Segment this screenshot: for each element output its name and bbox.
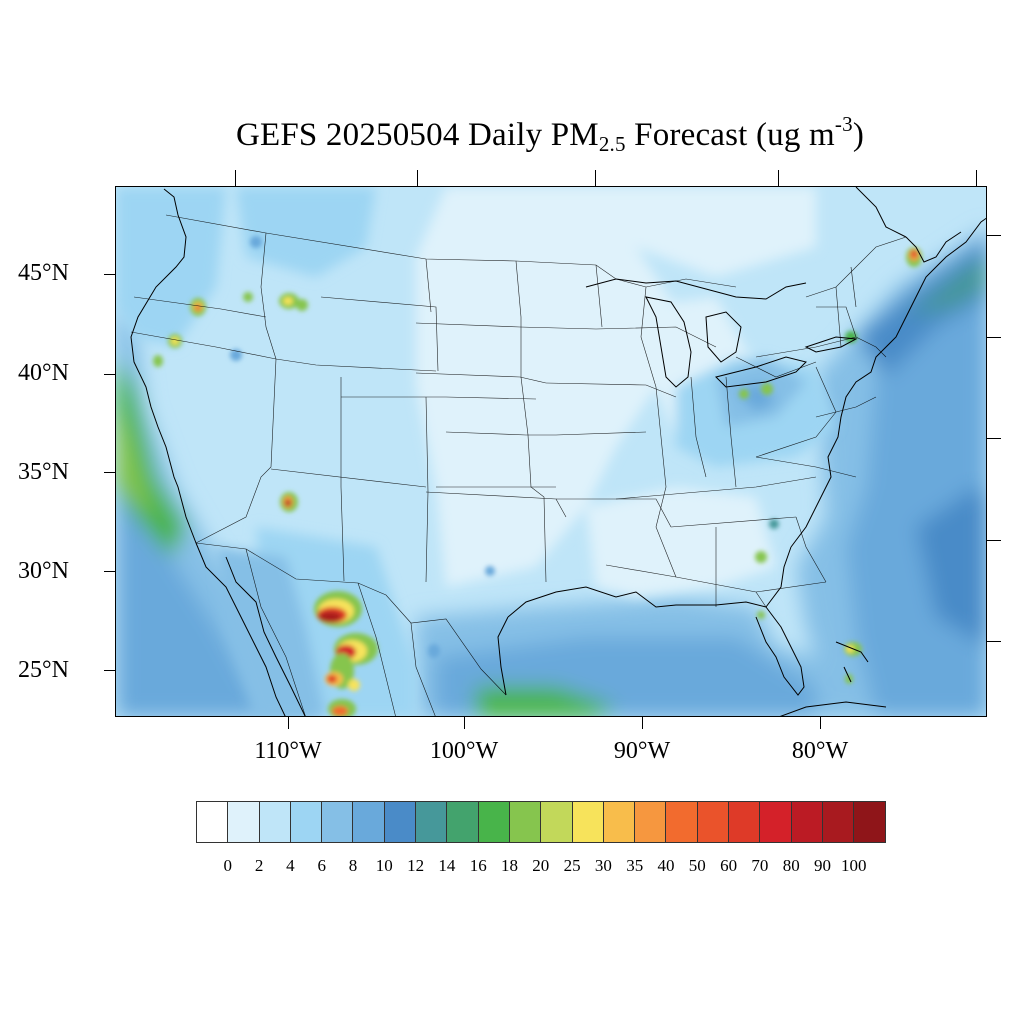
lon-label-80w: 80°W [791,738,849,764]
colorbar-cell [790,801,823,843]
colorbar-label: 6 [317,856,326,875]
tick-left-25 [104,670,115,671]
colorbar-label: 10 [375,856,393,875]
colorbar-cell [196,801,229,843]
tick-top-1 [235,170,236,186]
tick-top-5 [976,170,977,186]
ocean-field [116,228,986,716]
map-title: GEFS 20250504 Daily PM2.5 Forecast (ug m… [235,112,865,156]
colorbar-label: 8 [348,856,358,875]
lat-label-35: 35°N [18,459,69,485]
colorbar-cell [634,801,667,843]
colorbar-label: 90 [814,856,831,875]
tick-left-45 [104,274,115,275]
colorbar-label: 20 [532,856,550,875]
tick-bottom-80w [820,717,821,729]
colorbar-label: 2 [254,856,264,875]
lat-label-40: 40°N [18,360,69,386]
tick-right-2 [987,337,1001,338]
boundaries [130,214,907,716]
colorbar-label: 18 [501,856,518,875]
colorbar-cell [321,801,354,843]
colorbar-label: 50 [688,856,706,875]
lon-label-110w: 110°W [254,738,322,764]
tick-top-3 [595,170,596,186]
lat-label-45: 45°N [18,260,69,286]
lat-label-25: 25°N [18,657,69,683]
colorbar-cell [696,801,730,843]
colorbar-cell [383,801,417,843]
colorbar-cell [571,801,604,843]
colorbar-cell [415,801,448,843]
colorbar-cell [289,801,323,843]
colorbar-label: 60 [720,856,738,875]
lon-label-90w: 90°W [613,738,671,764]
colorbar-cell [540,801,573,843]
tick-right-4 [987,540,1001,541]
tick-left-40 [104,374,115,375]
smoke-hotspots [153,236,922,716]
colorbar-label: 14 [438,856,456,875]
colorbar-label: 70 [751,856,769,875]
colorbar [196,801,886,845]
colorbar-label: 16 [469,856,487,875]
colorbar-cell [665,801,698,843]
colorbar-label: 25 [563,856,581,875]
colorbar-cell [728,801,761,843]
colorbar-label: 80 [782,856,800,875]
tick-right-1 [987,235,1001,236]
colorbar-cell [477,801,510,843]
colorbar-cell [352,801,385,843]
colorbar-cell [258,801,291,843]
colorbar-label: 4 [286,856,295,875]
colorbar-cell [227,801,260,843]
colorbar-cell [446,801,479,843]
pm25-map [115,186,987,717]
tick-left-35 [104,472,115,473]
lon-label-100w: 100°W [429,738,499,764]
colorbar-label: 40 [657,856,675,875]
colorbar-label: 35 [626,856,644,875]
lat-label-30: 30°N [18,558,69,584]
colorbar-cell [602,801,636,843]
colorbar-cell [508,801,542,843]
colorbar-label: 12 [407,856,425,875]
tick-bottom-100w [464,717,465,729]
coastlines [130,187,986,716]
colorbar-cell [759,801,792,843]
tick-top-2 [417,170,418,186]
tick-right-5 [987,641,1001,642]
tick-bottom-110w [288,717,289,729]
tick-top-4 [778,170,779,186]
land-field [116,187,836,716]
colorbar-label: 100 [841,856,867,875]
tick-right-3 [987,438,1001,439]
colorbar-label: 30 [594,856,612,875]
tick-left-30 [104,571,115,572]
colorbar-label: 0 [223,856,233,875]
pm25-map-canvas [116,187,986,716]
tick-bottom-90w [642,717,643,729]
colorbar-cell [821,801,855,843]
colorbar-cell [853,801,886,843]
